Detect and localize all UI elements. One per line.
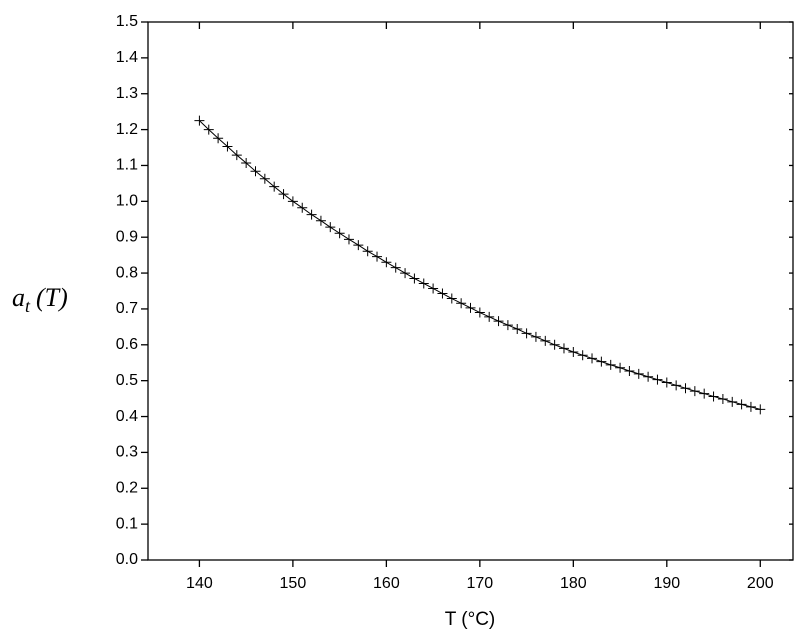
y-tick-label: 0.0 — [116, 551, 138, 568]
data-point — [727, 396, 738, 407]
y-tick-label: 0.3 — [116, 444, 138, 461]
data-point — [287, 196, 298, 207]
data-point — [643, 371, 654, 382]
data-point — [680, 383, 691, 394]
data-point — [306, 209, 317, 220]
data-point — [269, 181, 280, 192]
data-point — [381, 257, 392, 268]
data-point — [615, 362, 626, 373]
data-point — [624, 365, 635, 376]
y-tick-label: 1.1 — [116, 157, 138, 174]
x-tick-label: 160 — [373, 575, 400, 592]
data-point — [231, 150, 242, 161]
y-label-base: a — [12, 283, 25, 312]
data-point — [587, 353, 598, 364]
data-point — [456, 298, 467, 309]
data-point — [241, 157, 252, 168]
y-label-subscript: t — [25, 296, 31, 316]
data-point — [512, 324, 523, 335]
y-tick-label: 0.7 — [116, 300, 138, 317]
x-tick-label: 150 — [280, 575, 307, 592]
data-point — [437, 288, 448, 299]
data-point — [390, 262, 401, 273]
data-point — [633, 368, 644, 379]
data-point — [400, 268, 411, 279]
y-tick-label: 1.2 — [116, 121, 138, 138]
data-point — [278, 189, 289, 200]
data-point — [558, 343, 569, 354]
x-tick-label: 200 — [747, 575, 774, 592]
data-point — [521, 328, 532, 339]
plot-frame — [147, 21, 794, 561]
data-point — [409, 273, 420, 284]
data-point — [222, 141, 233, 152]
data-point — [596, 356, 607, 367]
y-tick-label: 1.5 — [116, 13, 138, 30]
x-tick-label: 170 — [466, 575, 493, 592]
data-point — [689, 386, 700, 397]
data-point — [259, 173, 270, 184]
data-point — [418, 278, 429, 289]
y-tick-label: 0.4 — [116, 408, 138, 425]
data-line — [199, 120, 761, 410]
data-point — [671, 380, 682, 391]
data-point — [699, 388, 710, 399]
data-point — [652, 374, 663, 385]
data-point — [661, 377, 672, 388]
y-label-argument: (T) — [36, 283, 68, 312]
y-tick-label: 1.0 — [116, 193, 138, 210]
data-point — [194, 115, 205, 126]
data-point — [530, 331, 541, 342]
data-point — [353, 240, 364, 251]
data-point — [502, 320, 513, 331]
x-axis-label: T (°C) — [445, 609, 496, 630]
y-tick-label: 0.1 — [116, 515, 138, 532]
data-point — [203, 124, 214, 135]
y-tick-label: 0.6 — [116, 336, 138, 353]
data-point — [493, 316, 504, 327]
x-tick-label: 180 — [560, 575, 587, 592]
data-point — [755, 404, 766, 415]
y-tick-label: 0.5 — [116, 372, 138, 389]
data-point — [745, 401, 756, 412]
data-point — [325, 222, 336, 233]
data-point — [474, 307, 485, 318]
data-point — [362, 246, 373, 257]
data-point — [334, 228, 345, 239]
data-point — [297, 202, 308, 213]
data-point — [708, 391, 719, 402]
data-point — [484, 311, 495, 322]
data-point — [446, 293, 457, 304]
y-tick-label: 0.2 — [116, 479, 138, 496]
y-axis-label: at (T) — [12, 283, 68, 316]
data-point — [465, 302, 476, 313]
data-point — [577, 350, 588, 361]
x-tick-label: 190 — [653, 575, 680, 592]
y-tick-label: 1.4 — [116, 49, 138, 66]
data-point — [250, 166, 261, 177]
data-point — [343, 234, 354, 245]
y-tick-label: 0.8 — [116, 264, 138, 281]
x-tick-label: 140 — [186, 575, 213, 592]
y-tick-label: 0.9 — [116, 228, 138, 245]
data-point — [717, 393, 728, 404]
data-point — [605, 359, 616, 370]
data-point — [372, 251, 383, 262]
data-point — [315, 215, 326, 226]
data-point — [736, 399, 747, 410]
data-point — [428, 283, 439, 294]
data-point — [568, 346, 579, 357]
data-point — [540, 335, 551, 346]
y-tick-label: 1.3 — [116, 85, 138, 102]
data-point — [549, 339, 560, 350]
data-point — [213, 133, 224, 144]
